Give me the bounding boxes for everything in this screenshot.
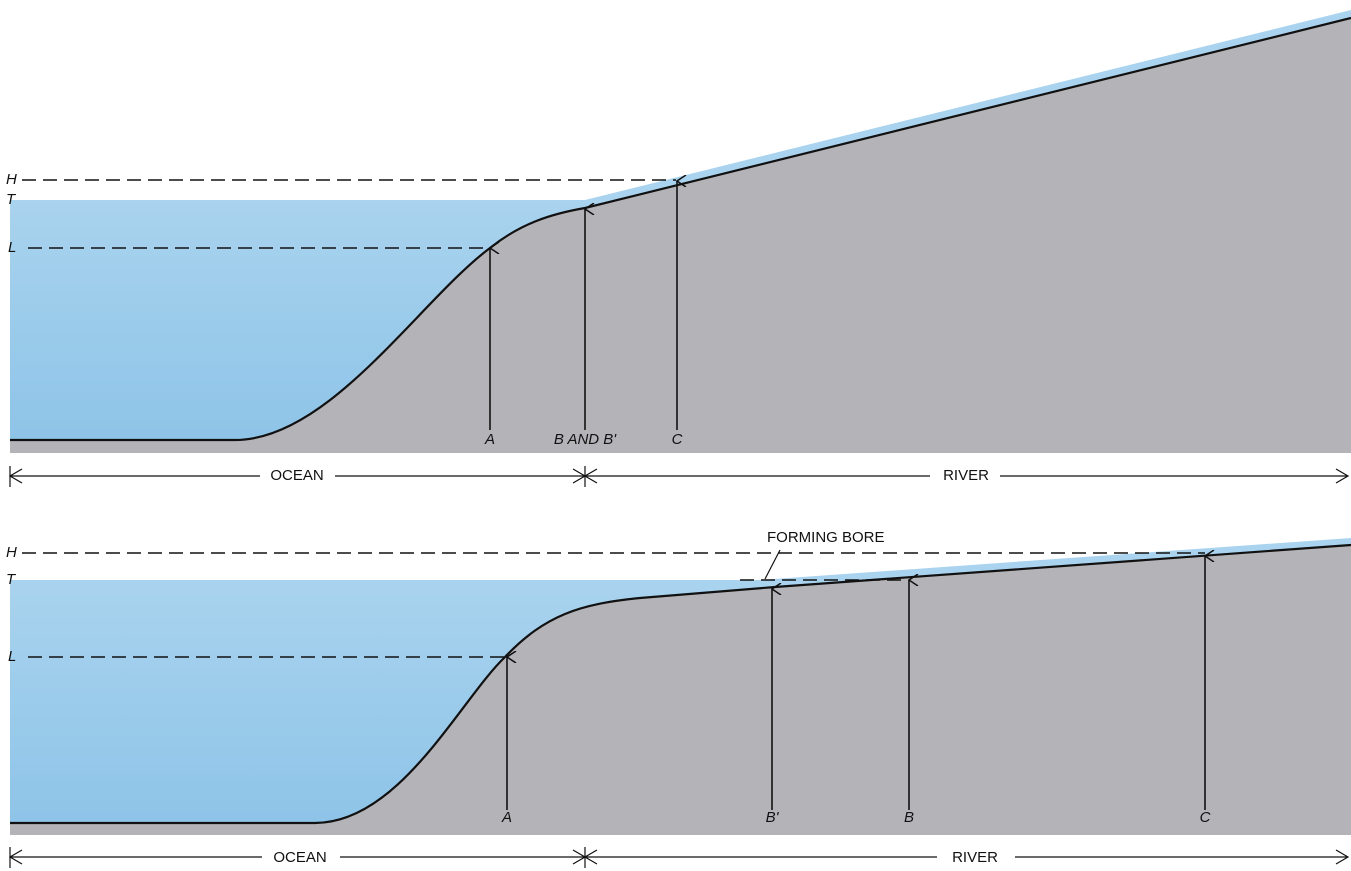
point-label: B AND B' [554,431,617,448]
point-label: C [672,431,683,448]
region-label: RIVER [952,849,998,866]
level-label: L [8,239,16,256]
level-label: L [8,648,16,665]
point-label: C [1200,809,1211,826]
point-label: A [484,431,495,448]
point-label: A [501,809,512,826]
region-label: OCEAN [270,467,323,484]
level-label: H [6,171,17,188]
panel-1: H T L A B AND B' C OCEAN RIVER [6,10,1351,487]
level-label: H [6,544,17,561]
panel-2: H T L FORMING BORE A B' B C OCEAN RIVER [6,529,1351,868]
diagram: H T L A B AND B' C OCEAN RIVER H T L FOR… [0,0,1351,871]
annotation-leader [765,550,780,579]
annotation: FORMING BORE [767,529,885,546]
span-line [10,466,1348,487]
point-label: B [904,809,914,826]
span-line [10,847,1348,868]
region-label: OCEAN [273,849,326,866]
region-label: RIVER [943,467,989,484]
point-label: B' [766,809,780,826]
